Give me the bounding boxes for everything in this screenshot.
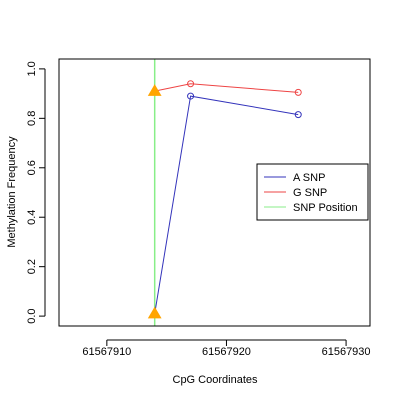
y-tick-label: 1.0 (26, 61, 38, 76)
legend-label: SNP Position (293, 202, 358, 214)
g-snp-point (294, 88, 302, 96)
y-tick-label: 0.8 (26, 111, 38, 126)
y-tick-label: 0.2 (26, 259, 38, 274)
g-snp-snp-point (147, 84, 162, 96)
g-snp-line (154, 83, 299, 93)
g-snp-point (187, 80, 195, 88)
y-tick-label: 0.6 (26, 160, 38, 175)
x-axis-title: CpG Coordinates (173, 374, 258, 386)
a-snp-line (154, 95, 299, 314)
legend: A SNP G SNP SNP Position (256, 163, 369, 221)
a-snp-point (187, 92, 195, 100)
axes-layer: 61567910 61567920 61567930 0.0 0.2 0.4 0.6 0.8 1… (26, 58, 371, 358)
plot-layer (147, 59, 302, 326)
legend-label: A SNP (293, 172, 325, 184)
plot-frame (58, 58, 371, 327)
x-tick-label: 61567930 (322, 346, 371, 358)
legend-label: G SNP (293, 187, 327, 199)
y-tick-label: 0.4 (26, 210, 38, 225)
a-snp-snp-point (147, 306, 162, 319)
x-tick-label: 61567910 (82, 346, 131, 358)
x-tick-label: 61567920 (202, 346, 251, 358)
y-axis-title: Methylation Frequency (6, 136, 18, 248)
y-tick-label: 0.0 (26, 308, 38, 323)
a-snp-point (294, 111, 302, 119)
